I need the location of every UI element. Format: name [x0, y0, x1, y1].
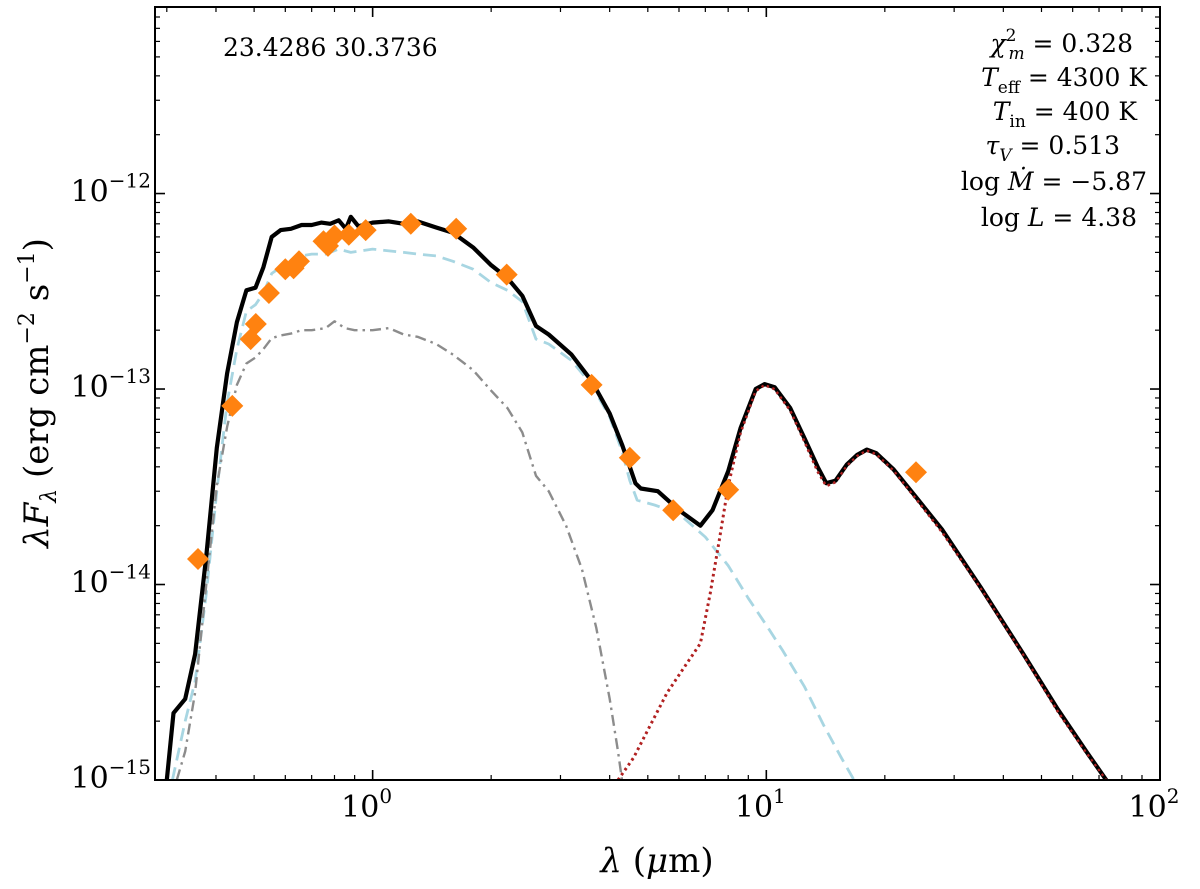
photometry-markers	[187, 212, 927, 570]
x-axis-label: λ (μm)	[598, 841, 713, 881]
teff-annotation: Teff = 4300 K	[981, 63, 1148, 98]
x-tick-label: 100	[341, 784, 392, 825]
photometry-point	[323, 224, 346, 247]
y-tick-label: 10−14	[71, 560, 151, 601]
fit-parameters: χ2 m = 0.328 Teff = 4300 K Tin = 400 K τV…	[961, 26, 1148, 232]
plot-frame	[154, 6, 1161, 781]
tin-annotation: Tin = 400 K	[993, 97, 1139, 132]
tau-annotation: τV = 0.513	[985, 131, 1120, 166]
chi2-annotation: χ2 m = 0.328	[988, 26, 1133, 64]
photometry-point	[717, 478, 740, 501]
x-tick-label: 102	[1129, 784, 1180, 825]
photometry-point	[445, 217, 468, 240]
photometry-point	[495, 263, 518, 286]
series-dust-emission-overlay	[617, 383, 1108, 780]
series-stellar-scattered	[175, 320, 624, 780]
luminosity-annotation: log L = 4.38	[981, 203, 1137, 232]
y-tick-label: 10−13	[71, 364, 151, 405]
y-tick-label: 10−12	[71, 169, 151, 210]
model-curves	[164, 214, 1109, 780]
photometry-point	[239, 328, 262, 351]
series-total-model	[164, 214, 1109, 780]
photometry-point	[187, 548, 209, 570]
axis-ticks: 100 101 102 10−15 10−14 10−13 10−12	[71, 6, 1180, 825]
photometry-point	[618, 446, 641, 469]
photometry-point	[288, 250, 310, 273]
x-tick-label: 101	[735, 784, 786, 825]
photometry-point	[221, 394, 244, 417]
mdot-annotation: log Ṁ = −5.87	[961, 167, 1147, 196]
photometry-point	[337, 223, 360, 246]
photometry-point	[580, 373, 603, 396]
photometry-point	[662, 499, 685, 522]
photometry-point	[399, 212, 422, 235]
y-tick-label: 10−15	[71, 755, 151, 796]
coordinates-label: 23.4286 30.3736	[223, 33, 438, 62]
photometry-point	[257, 282, 280, 304]
photometry-point	[905, 461, 927, 484]
photometry-point	[244, 313, 267, 335]
photometry-point	[354, 219, 377, 242]
y-axis-label: λFλ (erg cm−2 s−1)	[15, 238, 62, 550]
